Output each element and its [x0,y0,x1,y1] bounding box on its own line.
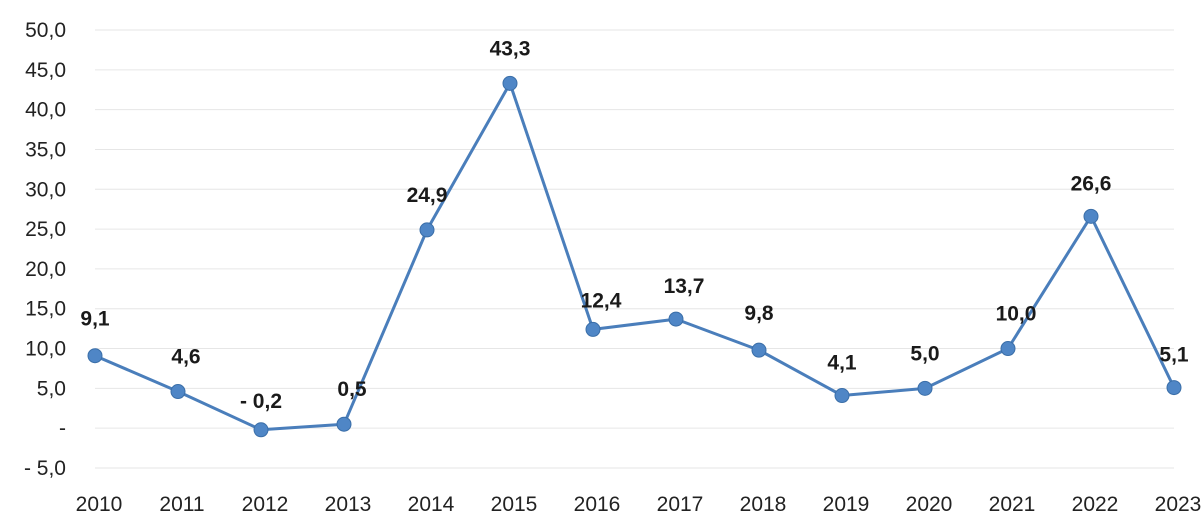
data-labels: 9,1 4,6 - 0,2 0,5 24,9 43,3 12,4 13,7 9,8 4,1 5,0 1… [80,37,1189,412]
y-tick-label: 40,0 [25,99,66,122]
data-point [170,384,186,400]
y-tick-label: 35,0 [25,138,66,161]
y-tick-label: 50,0 [25,19,66,42]
x-tick-label: 2013 [325,493,372,516]
x-tick-label: 2014 [408,493,455,516]
series-group [87,75,1182,438]
data-label: 9,1 [80,308,110,331]
x-tick-label: 2023 [1155,493,1202,516]
data-label: 26,6 [1071,172,1112,195]
data-label: 24,9 [407,184,448,207]
data-label: 4,6 [171,346,200,369]
x-tick-label: 2017 [657,493,704,516]
data-label: 13,7 [664,275,705,298]
y-tick-label: 10,0 [25,338,66,361]
data-point [1000,341,1016,357]
data-point [502,75,518,91]
data-point [419,222,435,238]
x-tick-label: 2012 [242,493,289,516]
data-point [336,416,352,432]
y-tick-label: 45,0 [25,59,66,82]
y-tick-label: 20,0 [25,258,66,281]
data-label: 5,0 [910,342,939,365]
data-label: 4,1 [827,352,857,375]
y-tick-label: 30,0 [25,178,66,201]
x-tick-label: 2016 [574,493,621,516]
y-tick-label: 15,0 [25,298,66,321]
data-point [751,342,767,358]
data-label: 0,5 [337,378,367,401]
y-tick-label: 5,0 [37,377,66,400]
data-point [253,422,269,438]
data-point [834,388,850,404]
data-point [668,311,684,327]
data-label: - 0,2 [240,390,282,413]
x-tick-label: 2021 [989,493,1036,516]
x-tick-label: 2019 [823,493,870,516]
y-tick-label: - [59,417,66,440]
data-label: 9,8 [744,302,774,325]
data-point [585,321,601,337]
data-point [1166,380,1182,396]
x-tick-label: 2018 [740,493,787,516]
x-tick-label: 2015 [491,493,538,516]
x-tick-label: 2010 [76,493,123,516]
data-label: 10,0 [996,303,1037,326]
x-tick-label: 2020 [906,493,953,516]
data-label: 5,1 [1159,344,1189,367]
x-tick-label: 2022 [1072,493,1119,516]
series-line [94,81,1176,432]
y-tick-label: - 5,0 [24,457,66,480]
data-point [87,348,103,364]
x-tick-label: 2011 [159,493,204,516]
data-point [917,380,933,396]
y-tick-label: 25,0 [25,218,66,241]
data-label: 43,3 [490,37,531,60]
x-axis-tick-labels: 2010 2011 2012 2013 2014 2015 2016 2017 2018 2019… [76,493,1202,516]
y-axis-tick-labels: 50,0 45,0 40,0 35,0 30,0 25,0 20,0 15,0 10,0 5,0 -… [24,19,66,480]
data-point [1083,208,1099,224]
data-label: 12,4 [581,289,622,312]
